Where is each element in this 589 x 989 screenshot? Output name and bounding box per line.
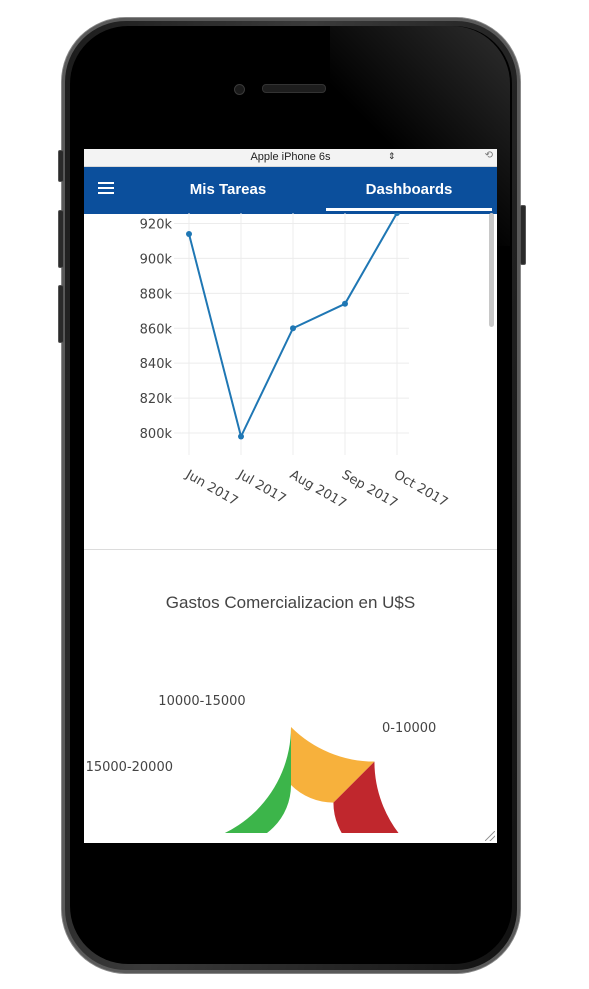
gauge-band [291, 727, 375, 803]
gauge-band-label: 10000-15000 [158, 694, 245, 709]
gauge-band [333, 761, 399, 833]
tab-mis-tareas[interactable]: Mis Tareas [168, 167, 288, 214]
y-tick-label: 860k [140, 322, 173, 337]
x-tick-label: Oct 2017 [391, 467, 450, 510]
dashboard-content[interactable]: 800k 820k 840k 860k 880k 900k 920k Jun 2017 Jul … [84, 213, 497, 843]
active-tab-indicator [326, 208, 492, 211]
x-tick-label: Sep 2017 [339, 467, 400, 511]
power-button [520, 205, 526, 265]
scrollbar[interactable] [489, 213, 494, 327]
mute-switch [58, 150, 64, 182]
earpiece-speaker [262, 84, 326, 93]
tab-dashboards[interactable]: Dashboards [326, 167, 492, 214]
gauge-band-label: 0-10000 [382, 721, 436, 736]
gauge-band [224, 727, 291, 833]
front-camera [234, 84, 245, 95]
data-point [394, 213, 400, 216]
tab-label: Mis Tareas [189, 181, 267, 198]
tab-label: Dashboards [365, 181, 453, 198]
select-arrows-icon[interactable]: ⇕ [388, 151, 396, 161]
data-point [186, 230, 192, 237]
x-tick-label: Jun 2017 [182, 467, 240, 509]
gauge-band-label: 15000-20000 [86, 760, 173, 775]
resize-handle-icon[interactable] [485, 831, 495, 841]
device-screen: Apple iPhone 6s ⇕ ⟲ Mis Tareas Dashboard… [84, 149, 497, 843]
y-tick-label: 900k [140, 252, 173, 267]
section-divider [84, 549, 497, 550]
y-tick-label: 820k [140, 392, 173, 407]
data-point [238, 433, 244, 440]
line-chart: 800k 820k 840k 860k 880k 900k 920k Jun 2017Jul … [140, 213, 450, 512]
y-tick-label: 840k [140, 357, 173, 372]
rotate-icon[interactable]: ⟲ [484, 150, 493, 161]
volume-down-button [58, 285, 64, 343]
device-select[interactable]: Apple iPhone 6s [250, 151, 331, 163]
app-navbar: Mis Tareas Dashboards [84, 167, 497, 214]
y-tick-label: 800k [140, 427, 173, 442]
volume-up-button [58, 210, 64, 268]
menu-icon[interactable] [98, 182, 114, 194]
data-point [342, 300, 348, 307]
gauge-title: Gastos Comercializacion en U$S [165, 593, 416, 612]
y-tick-label: 920k [140, 217, 173, 232]
x-tick-label: Aug 2017 [287, 467, 349, 511]
x-tick-label: Jul 2017 [234, 467, 288, 507]
y-tick-label: 880k [140, 287, 173, 302]
data-point [290, 325, 296, 332]
device-selector-bar: Apple iPhone 6s ⇕ ⟲ [84, 149, 497, 167]
